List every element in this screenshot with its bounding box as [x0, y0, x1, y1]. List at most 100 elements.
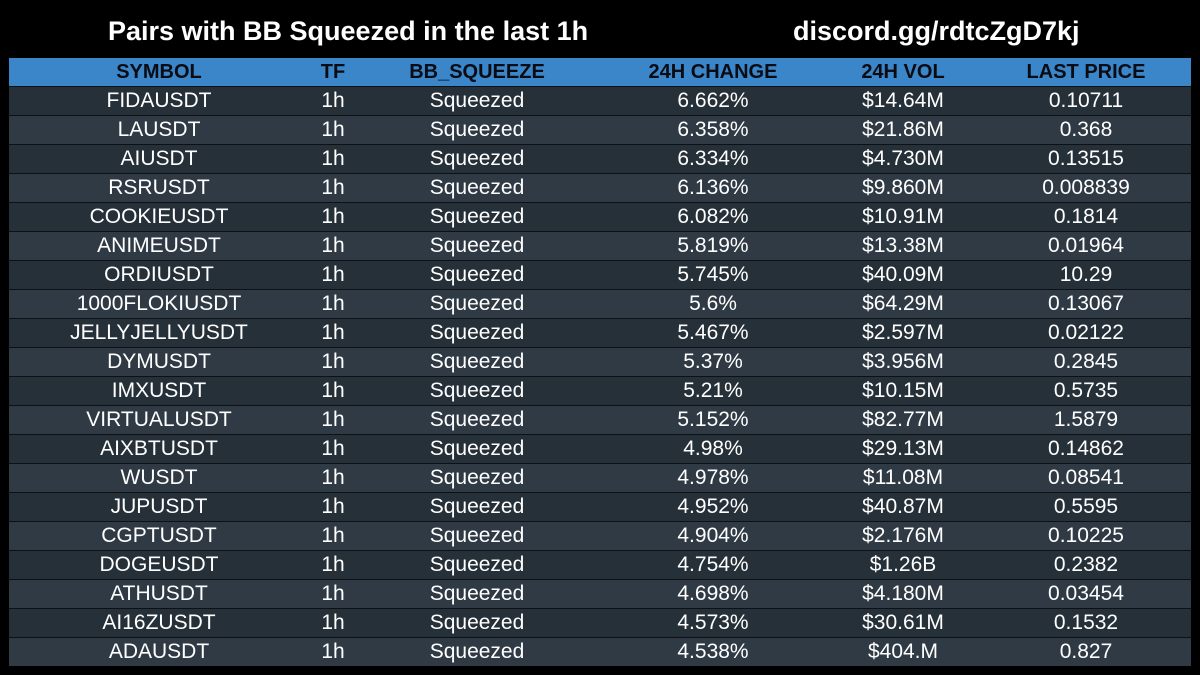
cell-tf: 1h [321, 524, 345, 547]
cell-last-price: 0.02122 [1048, 321, 1124, 344]
cell-bb-squeeze: Squeezed [429, 176, 525, 199]
cell-24h-change: 5.467% [677, 321, 749, 344]
cell-bb-squeeze: Squeezed [429, 553, 525, 576]
table-row: DOGEUSDT 1h Squeezed 4.754% $1.26B 0.2382 [9, 550, 1191, 579]
cell-symbol: VIRTUALUSDT [86, 408, 232, 431]
cell-symbol: AIXBTUSDT [100, 437, 218, 460]
cell-symbol: ADAUSDT [108, 640, 210, 663]
cell-last-price: 0.2382 [1053, 553, 1119, 576]
cell-24h-vol: $4.180M [862, 582, 944, 605]
cell-24h-change: 4.754% [677, 553, 749, 576]
cell-24h-vol: $1.26B [869, 553, 937, 576]
cell-tf: 1h [321, 640, 345, 663]
table-row: AIXBTUSDT 1h Squeezed 4.98% $29.13M 0.14862 [9, 434, 1191, 463]
cell-bb-squeeze: Squeezed [429, 640, 525, 663]
table-row: WUSDT 1h Squeezed 4.978% $11.08M 0.08541 [9, 463, 1191, 492]
cell-last-price: 1.5879 [1053, 408, 1119, 431]
cell-tf: 1h [321, 118, 345, 141]
table-row: JUPUSDT 1h Squeezed 4.952% $40.87M 0.5595 [9, 492, 1191, 521]
cell-24h-change: 4.573% [677, 611, 749, 634]
cell-tf: 1h [321, 176, 345, 199]
header: Pairs with BB Squeezed in the last 1h di… [0, 0, 1200, 58]
cell-24h-change: 5.745% [677, 263, 749, 286]
discord-invite-text: discord.gg/rdtcZgD7kj [793, 16, 1080, 46]
cell-bb-squeeze: Squeezed [429, 350, 525, 373]
cell-symbol: DOGEUSDT [99, 553, 219, 576]
cell-tf: 1h [321, 466, 345, 489]
cell-tf: 1h [321, 147, 345, 170]
cell-24h-vol: $3.956M [862, 350, 944, 373]
cell-symbol: FIDAUSDT [106, 89, 212, 112]
cell-symbol: JELLYJELLYUSDT [70, 321, 248, 344]
cell-last-price: 0.5735 [1053, 379, 1119, 402]
cell-24h-vol: $30.61M [862, 611, 944, 634]
cell-24h-change: 6.082% [677, 205, 749, 228]
cell-symbol: CGPTUSDT [101, 524, 217, 547]
cell-tf: 1h [321, 321, 345, 344]
cell-24h-vol: $4.730M [862, 147, 944, 170]
table-row: AI16ZUSDT 1h Squeezed 4.573% $30.61M 0.1532 [9, 608, 1191, 637]
cell-tf: 1h [321, 205, 345, 228]
cell-bb-squeeze: Squeezed [429, 234, 525, 257]
cell-24h-change: 4.978% [677, 466, 749, 489]
squeeze-table: SYMBOL TF BB_SQUEEZE 24H CHANGE 24H VOL LAST … [9, 58, 1191, 666]
cell-tf: 1h [321, 611, 345, 634]
table-row: ANIMEUSDT 1h Squeezed 5.819% $13.38M 0.01964 [9, 231, 1191, 260]
cell-last-price: 10.29 [1059, 263, 1113, 286]
column-header-24h-change: 24H CHANGE [648, 60, 778, 83]
cell-24h-vol: $404.M [867, 640, 939, 663]
cell-bb-squeeze: Squeezed [429, 321, 525, 344]
cell-24h-vol: $2.597M [862, 321, 944, 344]
cell-bb-squeeze: Squeezed [429, 118, 525, 141]
cell-24h-vol: $14.64M [862, 89, 944, 112]
table-row: ATHUSDT 1h Squeezed 4.698% $4.180M 0.03454 [9, 579, 1191, 608]
cell-24h-change: 5.819% [677, 234, 749, 257]
cell-bb-squeeze: Squeezed [429, 611, 525, 634]
cell-bb-squeeze: Squeezed [429, 582, 525, 605]
table-row: VIRTUALUSDT 1h Squeezed 5.152% $82.77M 1.5879 [9, 405, 1191, 434]
cell-bb-squeeze: Squeezed [429, 292, 525, 315]
cell-symbol: DYMUSDT [107, 350, 211, 373]
table-row: RSRUSDT 1h Squeezed 6.136% $9.860M 0.008839 [9, 173, 1191, 202]
cell-bb-squeeze: Squeezed [429, 524, 525, 547]
cell-bb-squeeze: Squeezed [429, 408, 525, 431]
cell-bb-squeeze: Squeezed [429, 147, 525, 170]
table-row: AIUSDT 1h Squeezed 6.334% $4.730M 0.13515 [9, 144, 1191, 173]
cell-24h-change: 5.21% [683, 379, 743, 402]
column-header-symbol: SYMBOL [116, 60, 202, 83]
table-row: JELLYJELLYUSDT 1h Squeezed 5.467% $2.597M 0.0… [9, 318, 1191, 347]
table-row: ORDIUSDT 1h Squeezed 5.745% $40.09M 10.29 [9, 260, 1191, 289]
cell-24h-vol: $11.08M [862, 466, 944, 489]
cell-symbol: LAUSDT [117, 118, 201, 141]
table-row: 1000FLOKIUSDT 1h Squeezed 5.6% $64.29M 0.1306… [9, 289, 1191, 318]
cell-24h-change: 5.37% [683, 350, 743, 373]
cell-symbol: AIUSDT [120, 147, 198, 170]
cell-tf: 1h [321, 234, 345, 257]
cell-tf: 1h [321, 495, 345, 518]
cell-last-price: 0.368 [1059, 118, 1113, 141]
cell-last-price: 0.01964 [1048, 234, 1124, 257]
column-header-last-price: LAST PRICE [1026, 60, 1146, 83]
cell-24h-change: 4.98% [683, 437, 743, 460]
cell-last-price: 0.10225 [1048, 524, 1124, 547]
cell-bb-squeeze: Squeezed [429, 263, 525, 286]
cell-tf: 1h [321, 89, 345, 112]
column-header-bb-squeeze: BB_SQUEEZE [409, 60, 545, 83]
table-row: CGPTUSDT 1h Squeezed 4.904% $2.176M 0.10225 [9, 521, 1191, 550]
cell-tf: 1h [321, 582, 345, 605]
cell-last-price: 0.5595 [1053, 495, 1119, 518]
cell-last-price: 0.2845 [1053, 350, 1119, 373]
table-row: FIDAUSDT 1h Squeezed 6.662% $14.64M 0.10711 [9, 86, 1191, 115]
cell-bb-squeeze: Squeezed [429, 466, 525, 489]
cell-symbol: RSRUSDT [108, 176, 210, 199]
page-title: Pairs with BB Squeezed in the last 1h [108, 16, 589, 46]
table-row: ADAUSDT 1h Squeezed 4.538% $404.M 0.827 [9, 637, 1191, 666]
cell-last-price: 0.14862 [1048, 437, 1124, 460]
cell-24h-change: 5.6% [689, 292, 737, 315]
table-row: LAUSDT 1h Squeezed 6.358% $21.86M 0.368 [9, 115, 1191, 144]
cell-24h-change: 4.538% [677, 640, 749, 663]
cell-24h-vol: $13.38M [862, 234, 944, 257]
cell-24h-vol: $40.87M [862, 495, 944, 518]
cell-24h-change: 4.904% [677, 524, 749, 547]
cell-symbol: ORDIUSDT [104, 263, 214, 286]
